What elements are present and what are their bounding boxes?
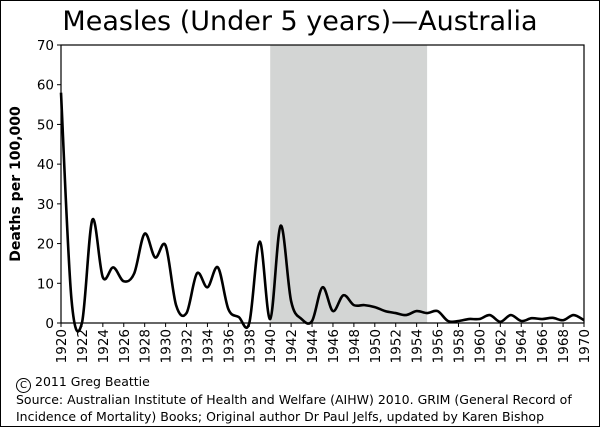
x-tick-label: 1926: [117, 329, 133, 363]
y-tick-label: 60: [37, 78, 54, 94]
x-tick-label: 1932: [180, 329, 196, 363]
x-tick-label: 1958: [451, 329, 467, 363]
x-tick-label: 1930: [159, 329, 175, 363]
y-tick-label: 40: [37, 157, 54, 173]
y-axis-ticks: 0 10 20 30 40 50 60 70: [37, 38, 61, 332]
x-tick-label: 1948: [347, 329, 363, 363]
x-tick-label: 1934: [200, 329, 216, 363]
x-tick-label: 1966: [535, 329, 551, 363]
shaded-period: [270, 45, 428, 323]
copyright-icon: C: [16, 378, 31, 393]
copyright-line: C 2011 Greg Beattie: [16, 373, 150, 393]
x-tick-label: 1936: [221, 329, 237, 363]
x-tick-label: 1968: [556, 329, 572, 363]
x-tick-label: 1964: [514, 329, 530, 363]
x-axis-ticks: 1920 1922 1924 1926 1928 1930 1932 1934 1936 1938…: [54, 323, 593, 363]
x-tick-label: 1962: [493, 329, 509, 363]
x-tick-label: 1944: [305, 329, 321, 363]
source-line-1: Source: Australian Institute of Health a…: [16, 392, 572, 407]
x-tick-label: 1942: [284, 329, 300, 363]
copyright-text: 2011 Greg Beattie: [35, 374, 150, 389]
x-tick-label: 1924: [96, 329, 112, 363]
plot-area: [60, 44, 585, 324]
y-tick-label: 20: [37, 237, 54, 253]
x-tick-label: 1940: [263, 329, 279, 363]
chart-title: Measles (Under 5 years)—Australia: [62, 6, 537, 37]
x-tick-label: 1938: [242, 329, 258, 363]
x-tick-label: 1952: [389, 329, 405, 363]
x-tick-label: 1960: [472, 329, 488, 363]
source-line-2: Incidence of Mortality) Books; Original …: [16, 409, 545, 424]
source-note: Source: Australian Institute of Health a…: [16, 391, 572, 425]
x-tick-label: 1928: [138, 329, 154, 363]
x-tick-label: 1946: [326, 329, 342, 363]
y-tick-label: 30: [37, 197, 54, 213]
x-tick-label: 1950: [368, 329, 384, 363]
x-tick-label: 1954: [410, 329, 426, 363]
x-tick-label: 1956: [431, 329, 447, 363]
x-tick-label: 1922: [75, 329, 91, 363]
y-axis-label: Deaths per 100,000: [8, 106, 24, 262]
y-tick-label: 10: [37, 276, 54, 292]
y-tick-label: 0: [45, 316, 54, 332]
x-tick-label: 1920: [54, 329, 70, 363]
y-tick-label: 70: [37, 38, 54, 54]
series-line: [59, 92, 585, 333]
x-tick-label: 1970: [577, 329, 593, 363]
y-tick-label: 50: [37, 117, 54, 133]
